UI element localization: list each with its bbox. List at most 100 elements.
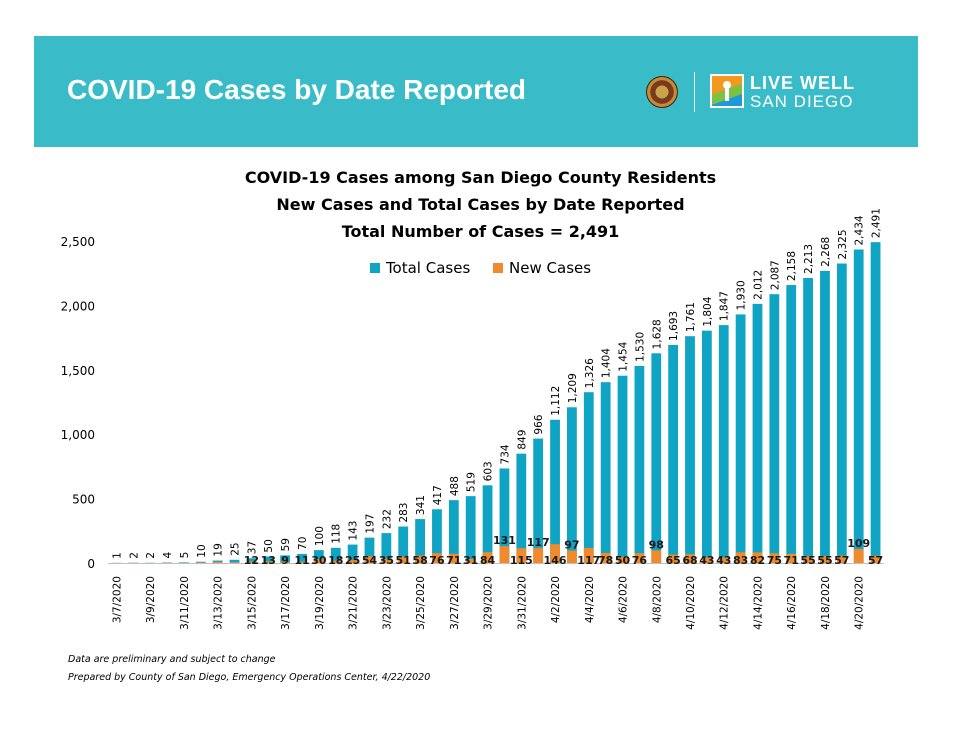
bar-total-cases <box>685 336 695 563</box>
x-tick-label: 4/10/2020 <box>685 576 697 630</box>
data-label-new: 97 <box>564 539 579 552</box>
data-label-total: 70 <box>297 537 309 550</box>
data-label-new: 117 <box>577 554 600 567</box>
bar-total-cases <box>432 509 442 563</box>
data-label-new: 11 <box>294 554 309 567</box>
bar-new-cases <box>820 555 830 563</box>
data-label-total: 1 <box>111 552 123 559</box>
bar-new-cases <box>364 556 375 563</box>
legend-item-total: Total Cases <box>369 259 470 277</box>
data-label-total: 232 <box>381 509 393 529</box>
data-label-new: 51 <box>396 554 411 567</box>
bar-total-cases <box>550 419 560 563</box>
bar-total-cases <box>364 537 375 563</box>
y-tick-label: 0 <box>87 557 95 571</box>
bar-total-cases <box>246 558 257 563</box>
bar-total-cases <box>195 561 206 563</box>
legend-swatch-total <box>369 263 380 273</box>
data-label-new: 57 <box>834 554 849 567</box>
data-label-total: 25 <box>230 542 242 555</box>
bar-total-cases <box>668 344 679 563</box>
banner-title: COVID-19 Cases by Date Reported <box>67 74 527 105</box>
legend-swatch-new <box>493 263 504 273</box>
x-tick-label: 4/6/2020 <box>618 576 630 623</box>
x-tick-label: 3/13/2020 <box>213 576 225 630</box>
y-tick-label: 1,500 <box>61 364 95 378</box>
y-tick-label: 2,000 <box>61 299 95 313</box>
bar-new-cases <box>786 553 797 563</box>
bar-new-cases <box>415 555 425 563</box>
bar-new-cases <box>263 561 274 563</box>
bar-new-cases <box>617 556 628 563</box>
data-label-new: 83 <box>733 554 748 567</box>
x-tick-label: 4/14/2020 <box>752 576 764 630</box>
bar-total-cases <box>600 382 611 563</box>
data-label-total: 197 <box>364 514 376 534</box>
bar-total-cases <box>263 556 274 563</box>
data-label-total: 1,454 <box>618 341 630 371</box>
bar-new-cases <box>499 546 510 563</box>
data-label-new: 18 <box>328 554 343 567</box>
data-label-total: 19 <box>213 543 225 556</box>
bar-new-cases <box>803 555 813 563</box>
footer-credit: Prepared by County of San Diego, Emergen… <box>68 672 431 683</box>
bar-total-cases <box>398 526 409 563</box>
data-label-total: 1,930 <box>736 280 748 310</box>
data-label-total: 10 <box>196 544 208 557</box>
bar-total-cases <box>836 263 847 563</box>
data-label-total: 1,847 <box>719 291 731 321</box>
x-tick-label: 3/25/2020 <box>415 576 427 630</box>
x-tick-label: 3/21/2020 <box>348 576 360 630</box>
bar-new-cases <box>516 548 527 563</box>
data-label-total: 1,804 <box>702 296 714 326</box>
bar-new-cases <box>533 547 544 563</box>
data-label-new: 78 <box>598 554 613 567</box>
data-label-new: 57 <box>868 554 883 567</box>
chart-subtitle-total: Total Number of Cases = 2,491 <box>341 222 620 241</box>
x-tick-label: 4/4/2020 <box>584 576 596 623</box>
y-tick-label: 500 <box>72 493 95 507</box>
data-label-total: 1,761 <box>685 302 697 332</box>
bar-new-cases <box>297 561 307 563</box>
bar-new-cases <box>313 559 324 563</box>
bar-total-cases <box>280 555 291 563</box>
data-label-new: 9 <box>281 554 289 567</box>
footer-note: Data are preliminary and subject to chan… <box>68 654 276 665</box>
data-label-new: 68 <box>682 554 697 567</box>
bar-new-cases <box>246 561 257 563</box>
x-tick-label: 3/27/2020 <box>449 576 461 630</box>
data-label-new: 43 <box>699 554 714 567</box>
chart-title: COVID-19 Cases among San Diego County Re… <box>244 168 717 187</box>
data-label-new: 71 <box>446 554 461 567</box>
data-label-total: 1,404 <box>601 348 613 378</box>
logo-text-line2: SAN DIEGO <box>750 92 854 111</box>
logo-text-line1: LIVE WELL <box>750 73 855 93</box>
data-label-total: 341 <box>415 495 427 515</box>
bar-new-cases <box>583 547 594 563</box>
data-label-new: 146 <box>544 554 567 567</box>
bar-new-cases <box>347 559 358 563</box>
data-label-new: 43 <box>716 554 731 567</box>
bar-total-cases <box>465 496 476 563</box>
data-label-total: 1,112 <box>550 386 562 416</box>
data-label-total: 1,326 <box>584 358 596 388</box>
data-label-total: 603 <box>483 461 495 481</box>
bar-total-cases <box>651 353 662 563</box>
data-label-new: 55 <box>800 554 815 567</box>
bar-total-cases <box>415 519 425 563</box>
bar-total-cases <box>313 550 324 563</box>
x-tick-label: 3/7/2020 <box>111 576 123 623</box>
bar-total-cases <box>820 270 830 563</box>
data-label-total: 143 <box>348 521 360 541</box>
bar-total-cases <box>297 553 307 563</box>
bar-total-cases <box>381 533 392 563</box>
bar-total-cases <box>583 392 594 563</box>
x-tick-label: 4/20/2020 <box>854 576 866 630</box>
data-label-new: 76 <box>632 554 648 567</box>
bar-new-cases <box>836 555 847 563</box>
bar-new-cases <box>769 553 780 563</box>
data-label-new: 109 <box>847 537 870 550</box>
data-label-new: 71 <box>784 554 799 567</box>
bar-new-cases <box>752 552 763 563</box>
bar-new-cases <box>685 554 695 563</box>
